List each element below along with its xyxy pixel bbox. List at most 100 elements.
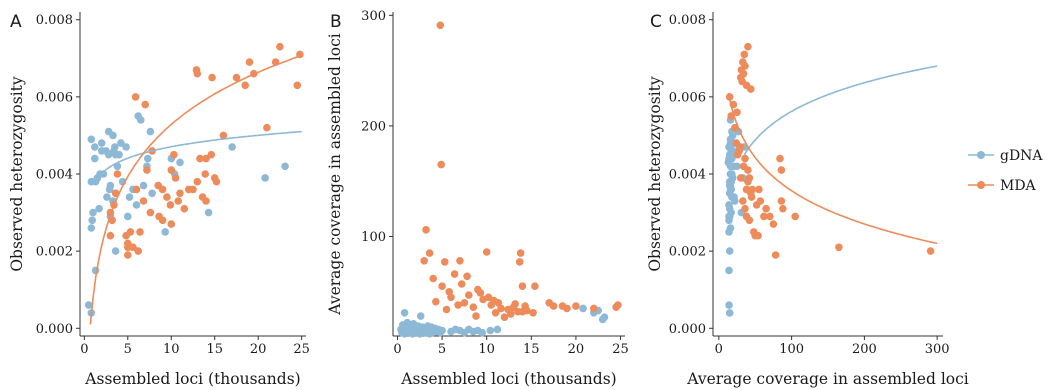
legend-item-mda: MDA [968, 178, 1037, 194]
data-point-mda [189, 185, 197, 194]
chart-panel-c: 0 100 200 300 0.000 0.002 0.004 0.006 0.008 Avera… [646, 12, 969, 388]
data-point-mda [129, 243, 137, 252]
data-point-mda [531, 282, 539, 291]
data-point-mda [511, 300, 519, 308]
data-point-mda [232, 73, 241, 82]
data-point-mda [756, 197, 765, 205]
panel-label: C [650, 12, 662, 32]
legend-label: MDA [1000, 178, 1037, 194]
data-point-gdna [91, 266, 100, 275]
data-point-mda [736, 143, 745, 151]
data-point-gdna [87, 135, 96, 144]
data-point-mda [139, 197, 148, 205]
data-point-mda [420, 257, 429, 265]
data-point-mda [776, 154, 784, 163]
data-point-mda [158, 185, 167, 194]
y-tick-label: 0.004 [669, 168, 706, 183]
data-point-mda [769, 220, 778, 228]
data-point-mda [835, 243, 843, 252]
data-point-mda [108, 216, 116, 225]
trend-line-gdna [94, 130, 302, 183]
data-point-mda [293, 81, 302, 90]
y-tick-label: 0.002 [669, 245, 706, 260]
data-point-mda [454, 301, 462, 309]
series-mda [725, 42, 935, 259]
data-point-gdna [725, 189, 734, 198]
data-point-mda [171, 174, 180, 182]
data-point-mda [744, 42, 752, 51]
x-tick-label: 0 [393, 342, 401, 357]
data-point-mda [740, 50, 749, 59]
chart-panels: 0 5 10 15 20 25 0.000 0.002 0.004 0.006 0.008 Assem… [8, 9, 969, 388]
x-tick-label: 20 [250, 342, 267, 357]
data-point-mda [158, 216, 167, 225]
y-tick-label: 0.008 [669, 13, 706, 28]
data-point-gdna [438, 326, 446, 335]
data-point-mda [212, 177, 221, 186]
x-tick-label: 10 [163, 342, 180, 357]
data-point-gdna [106, 181, 115, 190]
data-point-mda [436, 21, 445, 30]
data-point-gdna [111, 143, 119, 151]
data-point-mda [739, 197, 747, 205]
data-point-gdna [146, 127, 155, 136]
x-axis-title: Assembled loci (thousands) [400, 370, 616, 388]
y-tick-label: 0.000 [669, 322, 706, 337]
data-point-mda [614, 301, 622, 309]
data-point-mda [134, 247, 142, 255]
data-point-mda [176, 189, 184, 198]
data-point-gdna [125, 193, 134, 201]
data-point-mda [777, 197, 786, 205]
data-point-gdna [725, 143, 733, 151]
legend-marker [977, 181, 985, 189]
data-point-mda [472, 312, 480, 320]
data-point-mda [747, 85, 755, 93]
data-point-gdna [725, 247, 734, 255]
x-tick-label: 15 [523, 342, 540, 357]
data-point-mda [771, 251, 780, 259]
data-point-mda [447, 293, 455, 302]
data-point-mda [170, 150, 178, 159]
data-point-gdna [204, 208, 213, 217]
x-tick-label: 100 [779, 342, 804, 357]
y-tick-label: 100 [361, 230, 386, 245]
data-point-mda [745, 174, 754, 182]
data-point-mda [748, 185, 757, 194]
x-tick-label: 0 [715, 342, 723, 357]
data-point-mda [219, 131, 228, 140]
data-point-mda [450, 270, 459, 278]
data-point-gdna [400, 309, 409, 317]
data-point-mda [113, 170, 122, 178]
data-point-mda [167, 220, 176, 228]
data-point-gdna [228, 143, 236, 151]
data-point-mda [516, 249, 525, 257]
x-tick-label: 300 [925, 342, 950, 357]
data-point-gdna [132, 201, 141, 209]
data-point-gdna [139, 181, 148, 190]
panel-label: B [330, 12, 342, 32]
data-point-mda [180, 204, 189, 213]
data-point-mda [163, 193, 171, 201]
data-point-gdna [115, 150, 123, 159]
data-point-mda [741, 154, 749, 163]
trend-line-gdna [743, 65, 938, 156]
data-point-mda [515, 258, 524, 266]
data-point-gdna [103, 193, 111, 201]
data-point-gdna [725, 309, 734, 317]
data-point-mda [523, 306, 531, 315]
x-tick-label: 5 [124, 342, 132, 357]
data-point-gdna [111, 247, 120, 255]
data-point-mda [196, 154, 204, 163]
data-point-mda [131, 93, 140, 101]
y-tick-label: 0.006 [669, 90, 706, 105]
data-point-mda [744, 166, 752, 174]
data-point-mda [422, 226, 430, 234]
data-point-mda [590, 304, 598, 313]
data-point-gdna [97, 139, 106, 147]
data-point-mda [166, 201, 175, 209]
data-point-mda [736, 174, 745, 182]
data-point-mda [469, 303, 478, 312]
data-point-mda [425, 249, 434, 257]
data-point-mda [777, 166, 786, 174]
